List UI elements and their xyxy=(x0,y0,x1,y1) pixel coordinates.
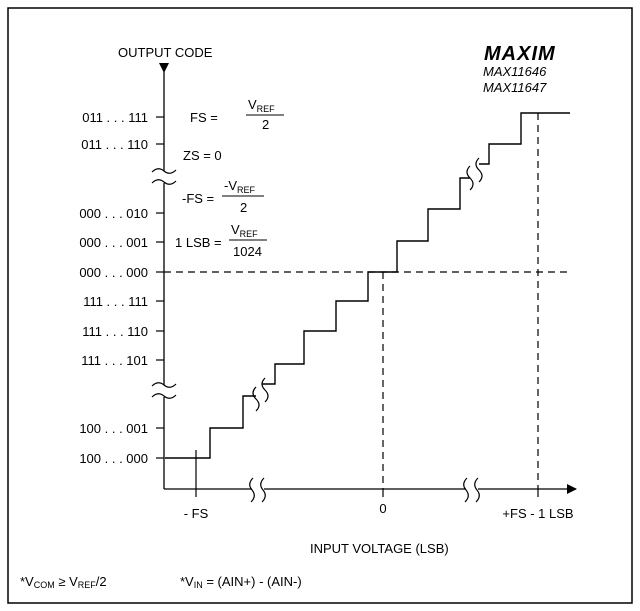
x-tick-label-zero: 0 xyxy=(379,501,386,516)
staircase-lower-segment xyxy=(165,395,256,459)
neg-fs-denominator: 2 xyxy=(240,200,247,215)
x-axis-break-left xyxy=(249,477,266,503)
neg-fs-equation-lhs: -FS = xyxy=(182,191,214,206)
staircase-break-lower xyxy=(252,377,269,412)
y-tick-label: 011 . . . 111 xyxy=(82,110,148,125)
y-axis-break-upper xyxy=(151,168,177,185)
y-tick-label: 000 . . . 000 xyxy=(79,265,148,280)
neg-fs-numerator: -VREF xyxy=(224,178,256,195)
neg-fs-equation: -FS = -VREF 2 xyxy=(182,178,264,215)
y-tick-label: 000 . . . 001 xyxy=(79,235,148,250)
x-axis-ticks xyxy=(195,450,539,497)
y-tick-label: 111 . . . 111 xyxy=(83,294,148,309)
lsb-equation-lhs: 1 LSB = xyxy=(175,235,222,250)
part-number-1: MAX11646 xyxy=(483,64,547,79)
transfer-staircase xyxy=(165,112,570,459)
y-tick-label: 100 . . . 001 xyxy=(79,421,148,436)
lsb-denominator: 1024 xyxy=(233,244,262,259)
y-tick-label: 111 . . . 101 xyxy=(81,353,148,368)
lsb-numerator: VREF xyxy=(231,222,258,239)
footnote-vcom: *VCOM ≥ VREF/2 xyxy=(20,574,107,590)
y-tick-label: 000 . . . 010 xyxy=(79,206,148,221)
x-axis-title: INPUT VOLTAGE (LSB) xyxy=(310,541,449,556)
part-number-2: MAX11647 xyxy=(483,80,547,95)
y-tick-labels: 011 . . . 111 011 . . . 110 000 . . . 01… xyxy=(79,110,148,466)
fs-equation: FS = VREF 2 xyxy=(190,97,284,132)
fs-numerator: VREF xyxy=(248,97,275,114)
maxim-logo: MAXIM xyxy=(484,43,556,65)
staircase-middle-segment xyxy=(262,177,470,385)
y-tick-label: 011 . . . 110 xyxy=(81,137,148,152)
lsb-equation: 1 LSB = VREF 1024 xyxy=(175,222,267,259)
y-tick-label: 111 . . . 110 xyxy=(82,324,148,339)
fs-denominator: 2 xyxy=(262,117,269,132)
y-axis-break-lower xyxy=(151,382,177,399)
footnote-vin: *VIN = (AIN+) - (AIN-) xyxy=(180,574,302,590)
staircase-break-upper xyxy=(466,157,483,191)
zs-equation: ZS = 0 xyxy=(183,148,222,163)
x-tick-label-pos-fs: +FS - 1 LSB xyxy=(502,506,573,521)
staircase-upper-segment xyxy=(479,112,570,165)
figure-frame xyxy=(7,7,633,604)
y-axis-title: OUTPUT CODE xyxy=(118,45,213,60)
x-tick-label-neg-fs: - FS xyxy=(184,506,209,521)
y-tick-label: 100 . . . 000 xyxy=(79,451,148,466)
fs-equation-lhs: FS = xyxy=(190,110,218,125)
y-axis-ticks xyxy=(156,116,164,459)
x-axis-break-right xyxy=(463,477,480,503)
footnote: *VCOM ≥ VREF/2 *VIN = (AIN+) - (AIN-) xyxy=(20,574,302,590)
